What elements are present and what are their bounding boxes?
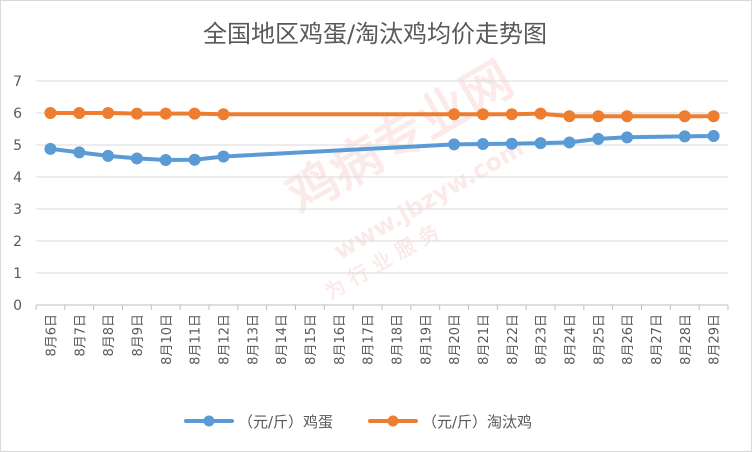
data-point-series-1: [678, 130, 691, 143]
x-tick-label: 8月16日: [333, 314, 348, 365]
legend-marker-2: [387, 415, 399, 427]
y-tick-label: 6: [13, 106, 22, 122]
data-point-series-1: [707, 130, 720, 143]
x-tick-label: 8月27日: [650, 314, 665, 365]
x-tick-label: 8月12日: [217, 314, 232, 365]
data-point-series-2: [159, 107, 172, 120]
data-point-series-1: [130, 152, 143, 165]
y-tick-label: 1: [13, 266, 22, 282]
x-tick-label: 8月13日: [246, 314, 261, 365]
data-point-series-2: [102, 107, 115, 119]
x-tick-label: 8月19日: [419, 314, 434, 365]
data-point-series-2: [217, 108, 230, 121]
data-point-series-2: [563, 110, 576, 123]
x-tick-label: 8月17日: [362, 314, 377, 365]
data-point-series-2: [44, 107, 57, 119]
data-point-series-1: [44, 142, 57, 155]
series-line-1: [48, 134, 716, 162]
data-point-series-2: [534, 107, 547, 120]
x-tick-label: 8月26日: [621, 314, 636, 365]
data-point-series-2: [476, 108, 489, 121]
data-point-series-1: [102, 149, 115, 162]
data-point-series-2: [448, 108, 461, 121]
y-tick-label: 5: [13, 138, 22, 154]
x-tick-label: 8月21日: [477, 314, 492, 365]
y-tick-label: 2: [13, 234, 22, 250]
x-tick-label: 8月23日: [535, 314, 550, 365]
data-point-series-1: [188, 153, 201, 166]
data-point-series-2: [505, 108, 518, 121]
data-point-series-2: [592, 110, 605, 123]
data-point-series-1: [534, 137, 547, 150]
x-tick-label: 8月14日: [275, 314, 290, 365]
data-point-series-1: [159, 154, 172, 167]
x-tick-label: 8月11日: [189, 314, 204, 365]
data-point-series-2: [678, 110, 691, 123]
data-point-series-1: [621, 131, 634, 144]
data-point-series-1: [563, 136, 576, 149]
legend-marker-1: [203, 415, 215, 427]
x-tick-label: 8月28日: [679, 314, 694, 365]
data-point-series-2: [73, 107, 86, 119]
series-line-2: [48, 111, 716, 119]
data-point-series-2: [707, 110, 720, 123]
x-tick-label: 8月7日: [73, 314, 88, 357]
x-tick-label: 8月15日: [304, 314, 319, 365]
data-point-series-2: [621, 110, 634, 123]
x-tick-label: 8月9日: [131, 314, 146, 357]
y-tick-label: 3: [13, 202, 22, 218]
x-tick-label: 8月10日: [160, 314, 175, 365]
chart-title: 全国地区鸡蛋/淘汰鸡均价走势图: [202, 20, 548, 48]
legend-label-1: （元/斤）鸡蛋: [238, 413, 333, 431]
data-point-series-2: [130, 107, 143, 120]
data-point-series-1: [217, 150, 230, 163]
x-tick-label: 8月18日: [390, 314, 405, 365]
data-point-series-2: [188, 107, 201, 120]
y-tick-label: 7: [13, 74, 22, 90]
chart-legend: （元/斤）鸡蛋 （元/斤）淘汰鸡: [184, 413, 532, 431]
x-tick-label: 8月24日: [563, 314, 578, 365]
y-tick-label: 4: [13, 170, 22, 186]
x-tick-label: 8月29日: [708, 314, 723, 365]
data-point-series-1: [476, 138, 489, 151]
x-tick-label: 8月20日: [448, 314, 463, 365]
x-tick-label: 8月25日: [592, 314, 607, 365]
legend-label-2: （元/斤）淘汰鸡: [422, 413, 532, 431]
x-tick-label: 8月6日: [44, 314, 59, 357]
data-point-series-1: [73, 146, 86, 159]
data-point-series-1: [505, 137, 518, 150]
data-point-series-1: [592, 132, 605, 145]
y-tick-label: 0: [13, 298, 22, 314]
x-tick-label: 8月22日: [506, 314, 521, 365]
x-tick-label: 8月8日: [102, 314, 117, 357]
data-point-series-1: [448, 138, 461, 151]
